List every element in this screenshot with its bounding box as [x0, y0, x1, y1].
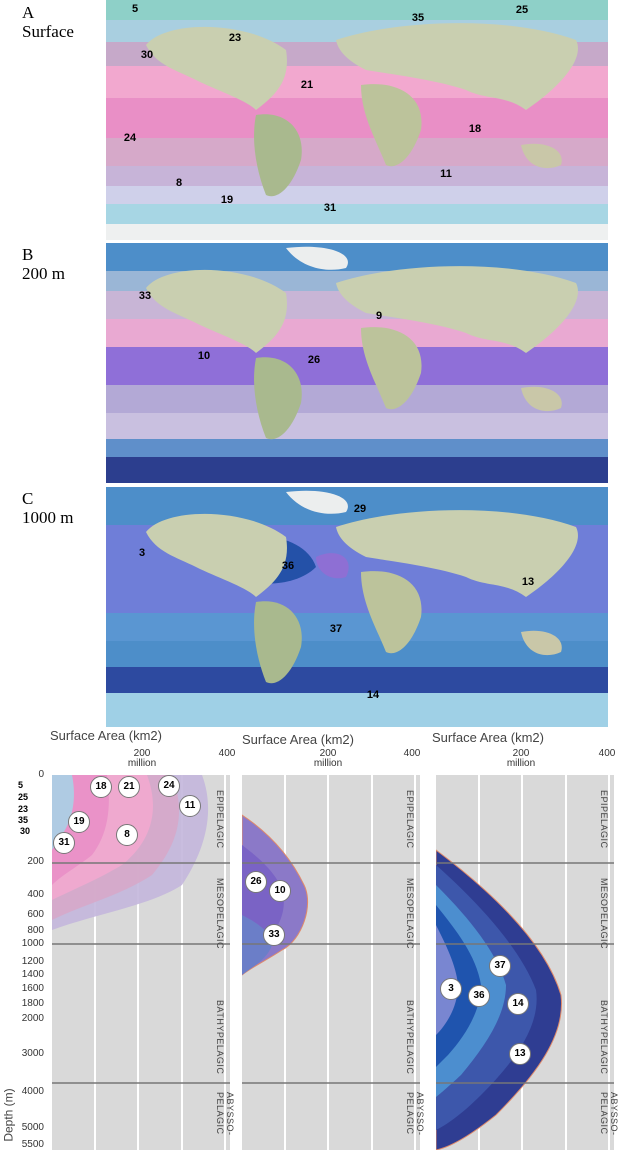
map-c-label-29: 29 — [353, 503, 367, 515]
chart-1-label-35: 35 — [18, 815, 29, 825]
chart-200m — [241, 775, 420, 1150]
depth-tick-200: 200 — [27, 856, 44, 867]
map-a-label-24: 24 — [123, 132, 137, 144]
panel-a-letter: A — [22, 3, 35, 22]
zone-abysso-3: ABYSSO-PELAGIC — [599, 1092, 619, 1136]
depth-tick-1000: 1000 — [21, 938, 44, 949]
zone-abysso-2: ABYSSO-PELAGIC — [405, 1092, 425, 1136]
tick-value: 200 — [512, 748, 530, 759]
panel-c-depth: 1000 m — [22, 508, 74, 527]
chart-3-label-3: 3 — [440, 978, 462, 1000]
depth-axis-label: Depth (m) — [1, 1088, 16, 1142]
chart-1-label-19: 19 — [68, 811, 90, 833]
chart-1-label-11: 11 — [179, 795, 201, 817]
zone-bathypelagic-3: BATHYPELAGIC — [599, 1000, 609, 1075]
map-b-label-26: 26 — [307, 354, 321, 366]
map-c-label-13: 13 — [521, 576, 535, 588]
map-c-label-3: 3 — [138, 547, 146, 559]
chart-1-label-31: 31 — [53, 832, 75, 854]
chart-3-label-36: 36 — [468, 985, 490, 1007]
panel-c-letter: C — [22, 489, 34, 508]
map-a-label-25: 25 — [515, 4, 529, 16]
zone-mesopelagic-3: MESOPELAGIC — [599, 878, 609, 950]
map-a-label-30: 30 — [140, 49, 154, 61]
map-c-label-14: 14 — [366, 689, 380, 701]
tick-value: 200 — [319, 748, 337, 759]
depth-tick-800: 800 — [27, 925, 44, 936]
chart-3-xtick-400: 400 — [598, 748, 616, 759]
depth-tick-5500: 5500 — [21, 1139, 44, 1150]
map-surface — [106, 0, 608, 240]
map-200m — [106, 243, 608, 483]
map-a-label-11: 11 — [440, 168, 452, 180]
panel-a-label: A Surface — [22, 3, 74, 41]
map-b-label-9: 9 — [375, 310, 383, 322]
chart-1-label-30: 30 — [20, 826, 31, 836]
chart-3-label-13: 13 — [509, 1043, 531, 1065]
panel-b-label: B 200 m — [22, 245, 65, 283]
tick-unit: million — [506, 758, 536, 769]
panel-a-depth: Surface — [22, 22, 74, 41]
map-a-label-21: 21 — [300, 79, 314, 91]
map-a-label-19: 19 — [220, 194, 234, 206]
zone-epipelagic-1: EPIPELAGIC — [215, 790, 225, 849]
chart-1-xtick-400: 400 — [218, 748, 236, 759]
map-1000m — [106, 487, 608, 727]
chart-1-label-8: 8 — [116, 824, 138, 846]
depth-tick-400: 400 — [27, 889, 44, 900]
tick-value: 200 — [133, 748, 151, 759]
map-a-label-31: 31 — [323, 202, 337, 214]
chart-1-label-21: 21 — [118, 776, 140, 798]
map-a-label-23: 23 — [228, 32, 242, 44]
depth-tick-2000: 2000 — [21, 1013, 44, 1024]
depth-tick-1600: 1600 — [21, 983, 44, 994]
tick-unit: million — [127, 758, 157, 769]
depth-tick-1200: 1200 — [21, 956, 44, 967]
chart-2-xtick-400: 400 — [403, 748, 421, 759]
zone-epipelagic-3: EPIPELAGIC — [599, 790, 609, 849]
zone-bathypelagic-2: BATHYPELAGIC — [405, 1000, 415, 1075]
chart-3-xlabel: Surface Area (km2) — [432, 730, 544, 745]
chart-1-label-23: 23 — [18, 804, 29, 814]
depth-tick-4000: 4000 — [21, 1086, 44, 1097]
depth-tick-0: 0 — [38, 769, 44, 780]
map-c-label-37: 37 — [329, 623, 343, 635]
chart-1-label-25: 25 — [18, 792, 29, 802]
map-a-label-5: 5 — [131, 3, 139, 15]
panel-c-label: C 1000 m — [22, 489, 73, 527]
chart-2-xtick-200: 200 million — [313, 749, 343, 769]
depth-tick-3000: 3000 — [21, 1048, 44, 1059]
chart-3-xtick-200: 200 million — [506, 749, 536, 769]
zone-epipelagic-2: EPIPELAGIC — [405, 790, 415, 849]
chart-2-label-26: 26 — [245, 871, 267, 893]
chart-1000m — [435, 775, 614, 1151]
chart-1-xtick-200: 200 million — [127, 749, 157, 769]
map-a-label-35: 35 — [411, 12, 425, 24]
chart-3-label-14: 14 — [507, 993, 529, 1015]
panel-b-depth: 200 m — [22, 264, 65, 283]
chart-2-label-33: 33 — [263, 924, 285, 946]
map-c-label-36: 36 — [281, 560, 295, 572]
chart-2-xlabel: Surface Area (km2) — [242, 732, 354, 747]
depth-tick-1800: 1800 — [21, 998, 44, 1009]
map-a-label-18: 18 — [468, 123, 482, 135]
chart-1-xlabel: Surface Area (km2) — [50, 728, 162, 743]
zone-mesopelagic-1: MESOPELAGIC — [215, 878, 225, 950]
chart-2-label-10: 10 — [269, 880, 291, 902]
depth-tick-1400: 1400 — [21, 969, 44, 980]
chart-1-label-18: 18 — [90, 776, 112, 798]
zone-mesopelagic-2: MESOPELAGIC — [405, 878, 415, 950]
map-b-label-10: 10 — [197, 350, 211, 362]
chart-1-label-5: 5 — [18, 780, 24, 790]
chart-1-label-24: 24 — [158, 775, 180, 797]
zone-abysso-1: ABYSSO-PELAGIC — [215, 1092, 235, 1136]
chart-3-label-37: 37 — [489, 955, 511, 977]
map-b-label-33: 33 — [138, 290, 152, 302]
zone-bathypelagic-1: BATHYPELAGIC — [215, 1000, 225, 1075]
panel-b-letter: B — [22, 245, 34, 264]
depth-tick-5000: 5000 — [21, 1122, 44, 1133]
depth-tick-600: 600 — [27, 909, 44, 920]
tick-unit: million — [313, 758, 343, 769]
map-a-label-8: 8 — [175, 177, 183, 189]
